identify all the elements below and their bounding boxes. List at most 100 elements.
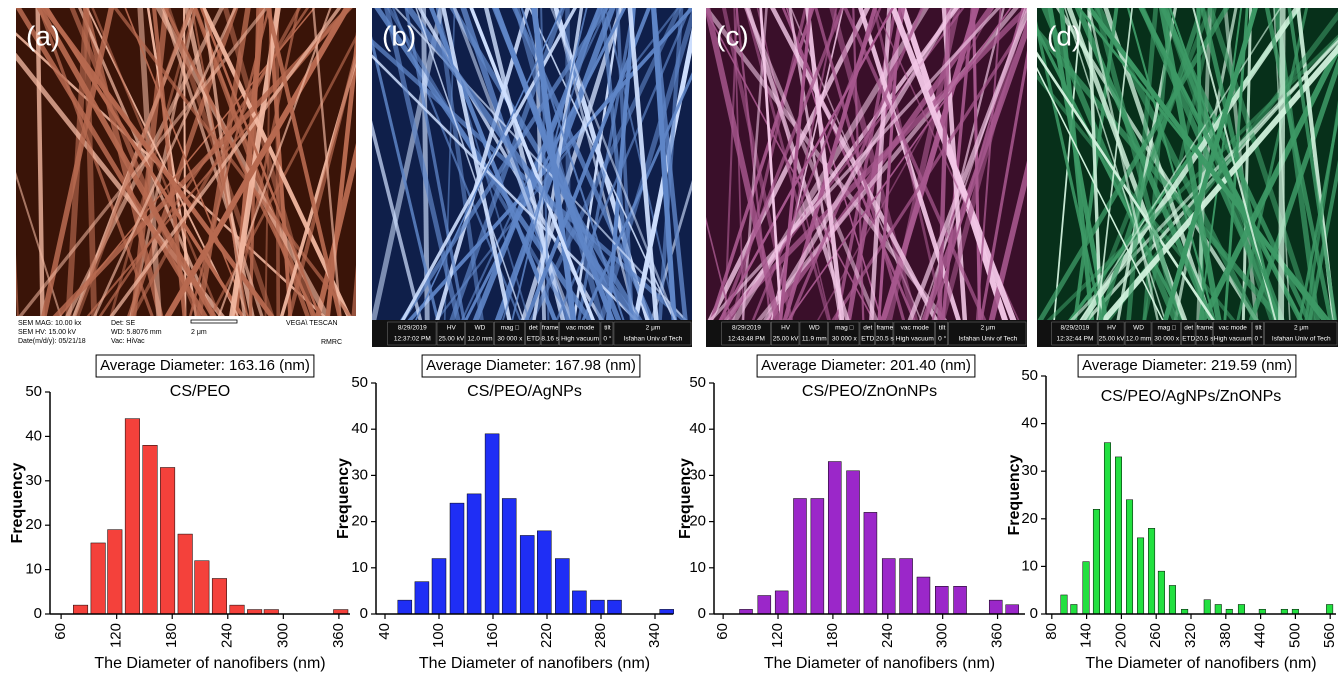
y-tick-label: 10 — [1021, 557, 1038, 574]
y-tick-label: 10 — [689, 559, 706, 576]
bar — [1083, 562, 1090, 614]
bar — [398, 600, 412, 614]
x-axis-label: The Diameter of nanofibers (nm) — [94, 655, 325, 672]
bar — [882, 559, 895, 614]
sem-info: 8/29/2019 — [398, 325, 427, 332]
sem-info: vac mode — [566, 325, 595, 332]
sem-info: WD — [809, 325, 820, 332]
sem-info: 12.0 mm — [467, 336, 492, 343]
sem-image: SEM MAG: 10.00 kxDet: SESEM HV: 15.00 kV… — [0, 3, 392, 346]
bar — [1158, 571, 1165, 614]
fiber — [4, 3, 19, 321]
sem-info: Date(m/d/y): 05/21/18 — [18, 338, 86, 345]
x-tick-label: 300 — [934, 623, 951, 648]
x-tick-label: 440 — [1252, 623, 1269, 648]
y-tick-label: 50 — [689, 374, 706, 391]
sem-info: 12:37:02 PM — [394, 336, 431, 343]
x-tick-label: 240 — [879, 623, 896, 648]
panel-label: (b) — [382, 20, 416, 51]
bar — [1006, 605, 1019, 614]
sem-info: High vacuum — [1214, 336, 1252, 343]
sem-info: 25.00 kV — [773, 336, 799, 343]
sem-info: det — [863, 325, 872, 332]
x-tick-label: 40 — [376, 623, 393, 640]
sem-info: vac mode — [901, 325, 930, 332]
bar — [537, 531, 551, 614]
sem-info: WD — [475, 325, 486, 332]
sem-info: 30 000 x — [832, 336, 858, 343]
bar — [73, 605, 88, 614]
sem-info: Isfahan Univ of Tech — [1272, 336, 1331, 343]
y-tick-label: 50 — [25, 383, 42, 400]
x-tick-label: 340 — [646, 623, 663, 648]
x-tick-label: 100 — [430, 623, 447, 648]
x-tick-label: 220 — [538, 623, 555, 648]
sem-info: tilt — [1255, 325, 1262, 332]
bar — [758, 596, 771, 614]
x-tick-label: 200 — [1112, 623, 1129, 648]
sem-info: det — [1184, 325, 1193, 332]
sem-info: 12.0 mm — [1126, 336, 1151, 343]
sem-info: 30 000 x — [497, 336, 523, 343]
bar — [989, 600, 1002, 614]
sem-info: 2 μm — [191, 329, 207, 336]
panel-label: (d) — [1047, 20, 1081, 51]
bar — [143, 445, 158, 614]
sem-info: 0 ° — [603, 335, 611, 343]
x-tick-label: 60 — [52, 623, 69, 640]
sem-info: 11.9 mm — [802, 336, 827, 343]
bar — [608, 600, 622, 614]
bar — [520, 535, 534, 614]
bar — [1093, 509, 1100, 614]
sem-info: HV — [1107, 325, 1117, 332]
sem-info: ETD — [527, 336, 540, 343]
sem-info: 25.00 kV — [439, 336, 465, 343]
sem-info: WD — [1133, 325, 1144, 332]
scale-bar — [191, 320, 237, 323]
bar — [125, 419, 140, 614]
sem-info: 12:43:48 PM — [728, 336, 765, 343]
x-tick-label: 560 — [1321, 623, 1338, 648]
sem-info: High vacuum — [896, 336, 934, 343]
y-tick-label: 30 — [25, 472, 42, 489]
sem-info: SEM MAG: 10.00 kx — [18, 320, 82, 327]
y-tick-label: 0 — [34, 605, 42, 622]
x-axis-label: The Diameter of nanofibers (nm) — [419, 655, 650, 672]
x-tick-label: 60 — [714, 623, 731, 640]
sem-info: 12:32:44 PM — [1057, 336, 1094, 343]
y-axis-label: Frequency — [1006, 454, 1023, 535]
y-axis-label: Frequency — [9, 462, 26, 543]
bar — [828, 462, 841, 614]
y-axis-label: Frequency — [335, 458, 352, 539]
bar — [108, 530, 123, 614]
bar — [467, 494, 481, 614]
x-tick-label: 120 — [108, 623, 125, 648]
bar — [864, 512, 877, 614]
bar — [555, 559, 569, 614]
y-tick-label: 20 — [1021, 510, 1038, 527]
x-tick-label: 280 — [592, 623, 609, 648]
y-tick-label: 30 — [351, 466, 368, 483]
x-tick-label: 160 — [484, 623, 501, 648]
y-tick-label: 50 — [1021, 367, 1038, 384]
bar — [212, 578, 227, 614]
sem-info: det — [529, 325, 538, 332]
bar — [1126, 500, 1133, 614]
x-tick-label: 240 — [219, 623, 236, 648]
bar — [1148, 528, 1155, 614]
sem-info: VEGA\ TESCAN — [286, 320, 338, 327]
bar — [847, 471, 860, 614]
bar — [935, 586, 948, 614]
sem-info: Vac: HiVac — [111, 338, 145, 345]
sem-info: frame — [542, 325, 559, 332]
bar — [1238, 604, 1245, 614]
bar — [1115, 457, 1122, 614]
chart-title: CS/PEO/AgNPs — [467, 383, 582, 400]
bar — [775, 591, 788, 614]
y-tick-label: 50 — [351, 374, 368, 391]
sem-info: frame — [1196, 325, 1213, 332]
x-tick-label: 80 — [1043, 623, 1060, 640]
sem-info: 8.16 s — [541, 336, 559, 343]
sem-info: mag □ — [501, 325, 519, 332]
